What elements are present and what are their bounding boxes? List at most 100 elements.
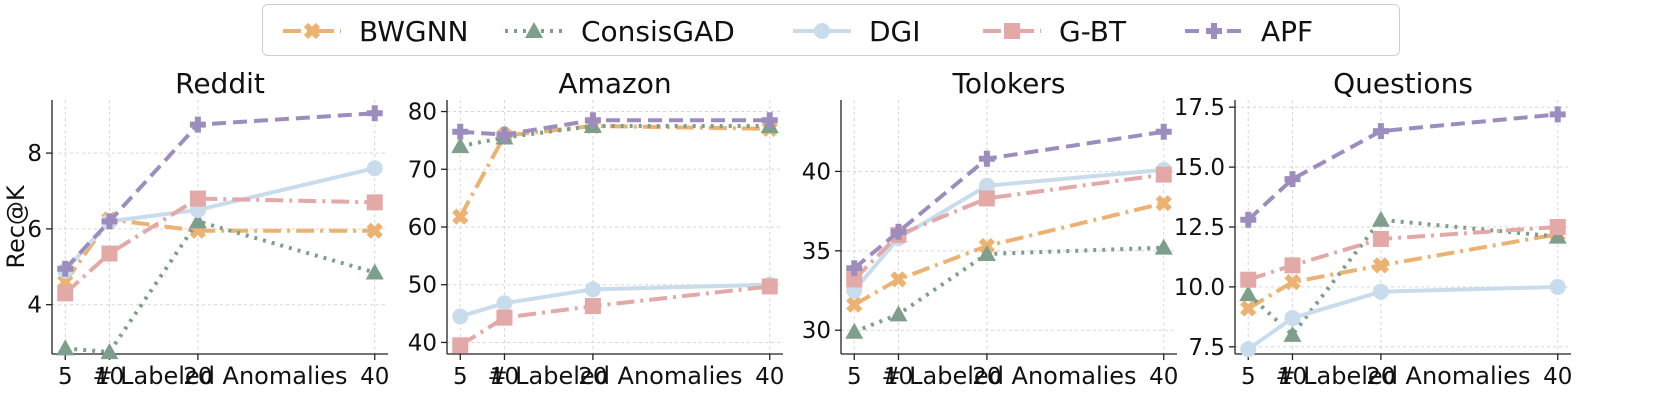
legend-label-bwgnn: BWGNN <box>359 14 469 48</box>
x-tick-label: 5 <box>847 364 862 390</box>
data-point-dgi <box>978 177 995 194</box>
data-point-bwgnn <box>452 208 469 225</box>
series-apf <box>57 105 383 277</box>
series-line-bwgnn <box>458 123 770 218</box>
data-point-consisgad <box>845 322 864 339</box>
series-consisgad <box>56 212 384 360</box>
data-point-apf <box>366 105 383 122</box>
data-point-consisgad <box>889 305 908 322</box>
x-tick-label: 40 <box>360 364 389 390</box>
y-tick-label: 4 <box>27 293 42 319</box>
y-tick-label: 40 <box>802 159 831 185</box>
data-point-g-bt <box>1284 257 1301 274</box>
data-point-g-bt <box>584 298 601 315</box>
series-line-g-bt <box>459 284 770 348</box>
legend-item-consisgad: ConsisGAD <box>503 5 735 57</box>
panel-title-questions: Questions <box>1333 67 1473 100</box>
data-point-consisgad <box>1283 325 1302 342</box>
legend-item-apf: APF <box>1183 5 1313 57</box>
data-point-apf <box>890 223 907 240</box>
series-line-consisgad <box>853 245 1164 334</box>
x-tick-label: 20 <box>578 364 607 390</box>
x-tick-label: 40 <box>1149 364 1178 390</box>
legend-label-dgi: DGI <box>869 14 921 48</box>
data-point-bwgnn <box>1240 300 1257 317</box>
y-tick-label: 8 <box>27 141 42 167</box>
y-tick-label: 50 <box>408 273 437 299</box>
data-point-apf <box>978 150 995 167</box>
data-point-g-bt <box>846 271 863 288</box>
data-point-consisgad <box>56 339 75 356</box>
series-line-dgi <box>459 282 770 319</box>
data-point-dgi <box>366 160 383 177</box>
legend-label-consisgad: ConsisGAD <box>581 14 735 48</box>
data-point-dgi <box>584 281 601 298</box>
series-line-g-bt <box>852 172 1165 281</box>
data-point-g-bt <box>1240 271 1257 288</box>
legend-swatch-consisgad <box>505 22 563 38</box>
series-bwgnn <box>846 195 1172 313</box>
y-tick-label: 80 <box>408 100 437 126</box>
legend-swatch-apf <box>1185 23 1243 39</box>
series-apf <box>846 123 1172 277</box>
panel-questions: 5 10 20 40 7.5 10.0 12.5 15.0 17.5 Questions # Lab… <box>1174 67 1573 390</box>
y-tick-label: 7.5 <box>1188 335 1225 361</box>
y-tick-label: 6 <box>27 217 42 243</box>
x-tick-label: 5 <box>58 364 73 390</box>
y-tick-label: 35 <box>802 239 831 265</box>
data-point-g-bt <box>978 190 995 207</box>
series-g-bt <box>57 190 383 302</box>
data-point-consisgad <box>977 244 996 261</box>
series-line-dgi <box>852 167 1164 292</box>
y-tick-label: 17.5 <box>1174 95 1225 121</box>
series-line-bwgnn <box>1247 232 1559 311</box>
legend-marker-bwgnn <box>303 22 321 40</box>
legend: BWGNN ConsisGAD DGI G-BT APF <box>262 4 1400 56</box>
x-tick-label: 10 <box>95 364 124 390</box>
legend-swatch-dgi <box>793 23 851 39</box>
legend-marker-g-bt <box>1004 23 1020 39</box>
series-line-bwgnn <box>63 217 375 284</box>
y-tick-label: 40 <box>408 330 437 356</box>
series-line-g-bt <box>1247 225 1558 282</box>
x-tick-label: 20 <box>972 364 1001 390</box>
x-tick-label: 20 <box>183 364 212 390</box>
x-tick-label: 5 <box>1241 364 1256 390</box>
x-tick-label: 40 <box>755 364 784 390</box>
series-g-bt <box>452 278 778 354</box>
panel-reddit: 5 10 20 40 4 6 8 Reddit # Labeled Anomalies Rec@K <box>2 67 389 390</box>
data-point-apf <box>1549 106 1566 123</box>
legend-item-gbt: G-BT <box>981 5 1126 57</box>
panel-amazon: 5 10 20 40 40 50 60 70 80 Amazon # Labeled Anomali… <box>408 67 785 390</box>
data-point-bwgnn <box>366 222 383 239</box>
y-tick-label: 70 <box>408 157 437 183</box>
data-point-consisgad <box>188 212 207 229</box>
data-point-dgi <box>452 308 469 325</box>
series-line-bwgnn <box>853 201 1165 307</box>
series-line-apf <box>460 118 770 137</box>
series-consisgad <box>845 238 1173 339</box>
panel-title-amazon: Amazon <box>558 67 671 100</box>
data-point-apf <box>496 126 513 143</box>
data-point-consisgad <box>365 263 384 280</box>
data-point-apf <box>846 260 863 277</box>
y-axis-label: Rec@K <box>2 184 30 269</box>
legend-swatch-bwgnn <box>283 22 341 40</box>
x-tick-label: 10 <box>490 364 519 390</box>
data-point-apf <box>1155 123 1172 140</box>
series-g-bt <box>846 166 1172 288</box>
data-point-dgi <box>1549 278 1566 295</box>
data-point-apf <box>761 112 778 129</box>
data-point-apf <box>452 123 469 140</box>
y-tick-label: 15.0 <box>1174 155 1225 181</box>
x-tick-label: 10 <box>1278 364 1307 390</box>
data-point-apf <box>1372 123 1389 140</box>
series-line-apf <box>1246 112 1558 222</box>
series-line-apf <box>852 129 1165 270</box>
data-point-g-bt <box>761 278 778 295</box>
x-axis-label: # Labeled Anomalies <box>881 362 1136 390</box>
series-dgi <box>1240 278 1566 358</box>
data-point-apf <box>1284 171 1301 188</box>
series-apf <box>452 112 778 143</box>
legend-label-gbt: G-BT <box>1059 14 1127 48</box>
